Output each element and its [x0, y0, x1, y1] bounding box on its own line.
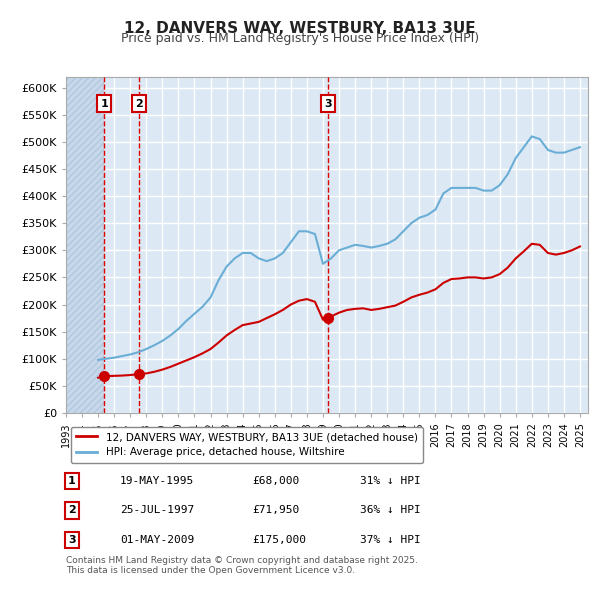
Text: 3: 3: [325, 99, 332, 109]
Text: 25-JUL-1997: 25-JUL-1997: [120, 506, 194, 515]
Text: 37% ↓ HPI: 37% ↓ HPI: [360, 535, 421, 545]
Text: 1: 1: [100, 99, 108, 109]
Text: 12, DANVERS WAY, WESTBURY, BA13 3UE: 12, DANVERS WAY, WESTBURY, BA13 3UE: [124, 21, 476, 35]
Text: 3: 3: [68, 535, 76, 545]
Text: 01-MAY-2009: 01-MAY-2009: [120, 535, 194, 545]
Text: £71,950: £71,950: [252, 506, 299, 515]
Legend: 12, DANVERS WAY, WESTBURY, BA13 3UE (detached house), HPI: Average price, detach: 12, DANVERS WAY, WESTBURY, BA13 3UE (det…: [71, 427, 423, 463]
Text: 1: 1: [68, 476, 76, 486]
Text: 2: 2: [68, 506, 76, 515]
Text: £175,000: £175,000: [252, 535, 306, 545]
Text: Contains HM Land Registry data © Crown copyright and database right 2025.
This d: Contains HM Land Registry data © Crown c…: [66, 556, 418, 575]
Bar: [66, 77, 104, 413]
Text: 36% ↓ HPI: 36% ↓ HPI: [360, 506, 421, 515]
Text: 2: 2: [136, 99, 143, 109]
Text: 19-MAY-1995: 19-MAY-1995: [120, 476, 194, 486]
Text: 31% ↓ HPI: 31% ↓ HPI: [360, 476, 421, 486]
Text: £68,000: £68,000: [252, 476, 299, 486]
Text: Price paid vs. HM Land Registry's House Price Index (HPI): Price paid vs. HM Land Registry's House …: [121, 32, 479, 45]
